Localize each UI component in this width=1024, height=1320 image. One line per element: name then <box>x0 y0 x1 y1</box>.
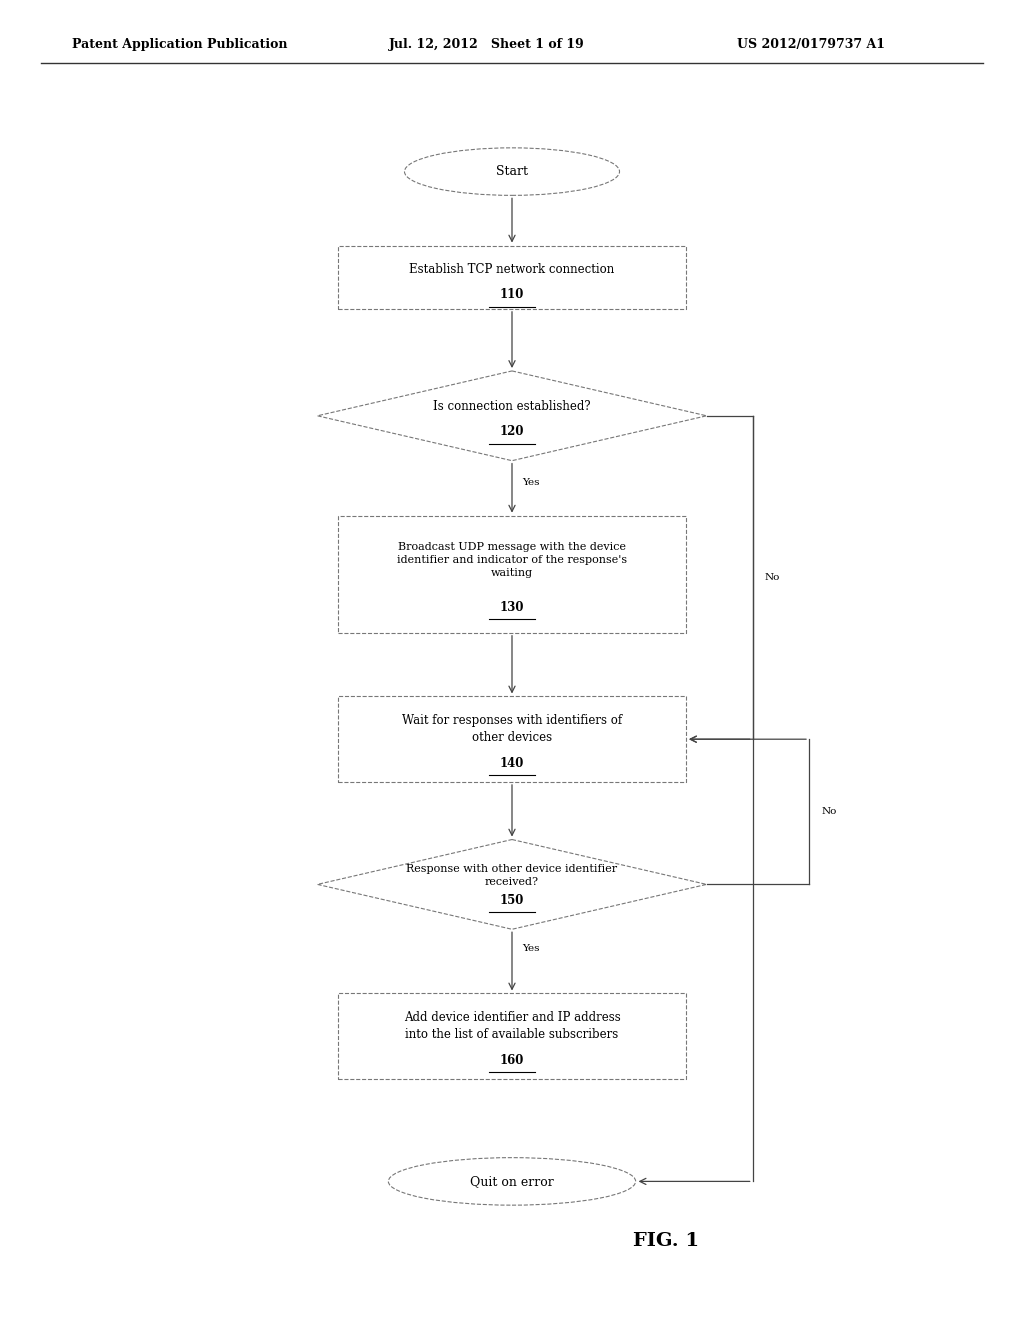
Text: 110: 110 <box>500 289 524 301</box>
FancyBboxPatch shape <box>338 994 686 1078</box>
Text: Wait for responses with identifiers of
other devices: Wait for responses with identifiers of o… <box>402 714 622 743</box>
Text: Yes: Yes <box>521 478 540 487</box>
Ellipse shape <box>388 1158 636 1205</box>
Text: Patent Application Publication: Patent Application Publication <box>72 38 287 51</box>
Text: 150: 150 <box>500 894 524 907</box>
Text: Response with other device identifier
received?: Response with other device identifier re… <box>407 865 617 887</box>
Text: 140: 140 <box>500 756 524 770</box>
Text: FIG. 1: FIG. 1 <box>633 1232 698 1250</box>
Text: Establish TCP network connection: Establish TCP network connection <box>410 263 614 276</box>
Text: Jul. 12, 2012   Sheet 1 of 19: Jul. 12, 2012 Sheet 1 of 19 <box>389 38 585 51</box>
Text: 160: 160 <box>500 1053 524 1067</box>
Text: US 2012/0179737 A1: US 2012/0179737 A1 <box>737 38 886 51</box>
Text: Yes: Yes <box>521 944 540 953</box>
Text: No: No <box>765 573 780 582</box>
Text: 130: 130 <box>500 601 524 614</box>
Text: Add device identifier and IP address
into the list of available subscribers: Add device identifier and IP address int… <box>403 1011 621 1040</box>
FancyBboxPatch shape <box>338 697 686 781</box>
Polygon shape <box>317 840 707 929</box>
Text: Quit on error: Quit on error <box>470 1175 554 1188</box>
FancyBboxPatch shape <box>338 516 686 632</box>
Text: Start: Start <box>496 165 528 178</box>
Text: 120: 120 <box>500 425 524 438</box>
FancyBboxPatch shape <box>338 246 686 309</box>
Text: Broadcast UDP message with the device
identifier and indicator of the response's: Broadcast UDP message with the device id… <box>397 543 627 578</box>
Polygon shape <box>317 371 707 461</box>
Ellipse shape <box>404 148 620 195</box>
Text: Is connection established?: Is connection established? <box>433 400 591 413</box>
Text: No: No <box>821 808 837 816</box>
